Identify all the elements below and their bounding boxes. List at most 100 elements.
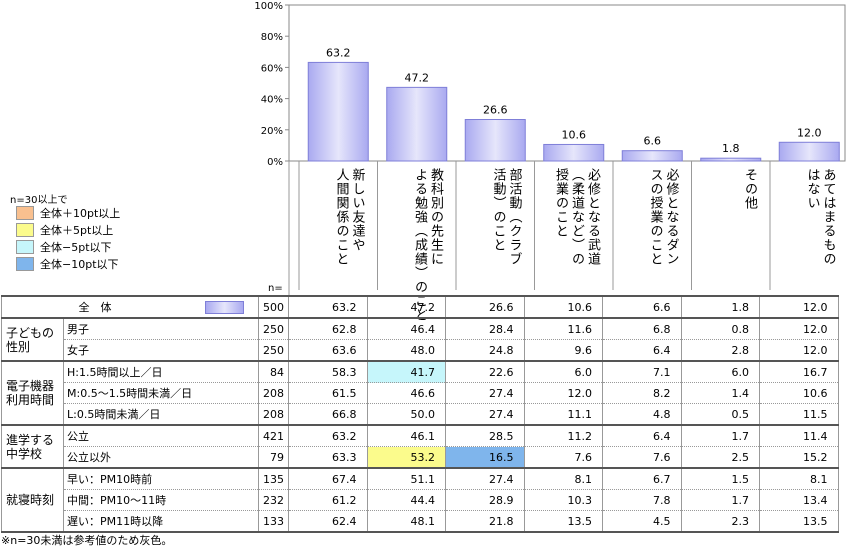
table-cell: 62.4 (288, 510, 368, 532)
legend-swatch (16, 240, 34, 254)
bar (464, 119, 526, 162)
table-cell: 13.5 (759, 510, 839, 532)
table-cell: 50.0 (366, 403, 446, 425)
category-label: はない (804, 168, 820, 210)
table-cell: 6.4 (602, 339, 682, 361)
table-cell: 62.8 (288, 318, 368, 340)
category-label: 人間関係のこと (333, 168, 349, 266)
table-cell: 8.2 (602, 382, 682, 404)
table-cell: 63.3 (288, 446, 368, 468)
data-label: 10.6 (562, 128, 587, 141)
table-row: M:0.5〜1.5時間未満／日 208 61.5 46.6 27.4 12.0 8.2 1.4… (1, 382, 839, 404)
row-label: 早い：PM10時前 (63, 468, 259, 490)
data-label: 1.8 (722, 142, 740, 155)
legend-label: 全体＋5pt以上 (40, 224, 114, 237)
mini-bar (205, 301, 244, 314)
row-label: M:0.5〜1.5時間未満／日 (63, 382, 259, 404)
table-cell: 28.9 (445, 489, 525, 511)
table-cell: 28.5 (445, 425, 525, 447)
table-row: 公立以外 79 63.3 53.2 16.5 7.6 7.6 2.5 15.2 (1, 446, 839, 468)
table-cell: 44.4 (366, 489, 446, 511)
data-label: 47.2 (405, 71, 430, 84)
table-cell: 27.4 (445, 468, 525, 490)
table-cell: 15.2 (759, 446, 839, 468)
table-cell: 58.3 (288, 361, 368, 383)
category-label: 新しい友達や (349, 168, 365, 252)
category-label: 必修となるダン (663, 168, 679, 266)
table-cell: 10.3 (523, 489, 603, 511)
table-cell: 11.2 (523, 425, 603, 447)
table-cell: 63.6 (288, 339, 368, 361)
data-label: 12.0 (797, 126, 822, 139)
table-cell: 46.1 (366, 425, 446, 447)
legend-item: 全体−10pt以下 (16, 257, 119, 271)
sample-size: 421 (258, 425, 289, 447)
bar-chart: 100% 80% 60% 40% 20% 0% 63.2 47.2 26.6 10.6 6.6 1.8… (254, 1, 846, 295)
legend-swatch (16, 223, 34, 237)
sample-size: 208 (258, 403, 289, 425)
table-cell: 12.0 (759, 339, 839, 361)
category-label: 授業のこと (553, 168, 568, 238)
group-label: 子どもの性別 (1, 318, 64, 362)
table-cell: 26.6 (445, 296, 525, 318)
data-label: 6.6 (644, 135, 662, 148)
footnote: ※n=30未満は参考値のため灰色。 (1, 534, 173, 547)
legend-label: 全体−10pt以下 (40, 258, 119, 271)
group-label: 電子機器利用時間 (1, 361, 64, 426)
table-cell: 28.4 (445, 318, 525, 340)
sample-size: 79 (258, 446, 289, 468)
table-cell: 4.8 (602, 403, 682, 425)
table-cell: 11.4 (759, 425, 839, 447)
bar (700, 157, 762, 162)
y-tick-label: 0% (267, 157, 283, 168)
n-header: n= (268, 283, 283, 294)
sample-size: 84 (258, 361, 289, 383)
table-cell: 46.4 (366, 318, 446, 340)
table-cell: 41.7 (366, 361, 446, 383)
table-cell: 7.6 (523, 446, 603, 468)
sample-size: 232 (258, 489, 289, 511)
crosstab-table: 全 体 500 63.2 47.2 26.6 10.6 6.6 1.8 12.0 子どもの性別 男子… (1, 295, 839, 533)
table-cell: 2.8 (680, 339, 760, 361)
sample-size: 208 (258, 382, 289, 404)
table-cell: 46.6 (366, 382, 446, 404)
group-label: 進学する中学校 (1, 425, 64, 469)
table-cell: 6.0 (523, 361, 603, 383)
table-cell: 0.8 (680, 318, 760, 340)
table-cell: 13.4 (759, 489, 839, 511)
bar (778, 141, 840, 162)
table-cell: 66.8 (288, 403, 368, 425)
group-label: 就寝時刻 (1, 468, 64, 533)
legend-swatch (16, 257, 34, 271)
table-row: 子どもの性別 男子 250 62.8 46.4 28.4 11.6 6.8 0.8 12.0 (1, 318, 839, 362)
row-label: 女子 (63, 339, 259, 361)
legend: n=30以上で 全体＋10pt以上 全体＋5pt以上 全体−5pt以下 全体−10pt… (6, 188, 156, 280)
table-cell: 8.1 (759, 468, 839, 490)
table-cell: 1.5 (680, 468, 760, 490)
table-cell: 6.0 (680, 361, 760, 383)
table-row: 進学する中学校 公立 421 63.2 46.1 28.5 11.2 6.4 1.7 11.4 (1, 425, 839, 469)
table-cell: 16.7 (759, 361, 839, 383)
legend-label: 全体＋10pt以上 (40, 207, 121, 220)
table-cell: 24.8 (445, 339, 525, 361)
table-cell: 1.4 (680, 382, 760, 404)
table-cell: 10.6 (523, 296, 603, 318)
total-row-label: 全 体 (1, 296, 259, 318)
table-cell: 11.5 (759, 403, 839, 425)
category-label: 部活動（クラブ (506, 168, 522, 266)
table-row: 全 体 500 63.2 47.2 26.6 10.6 6.6 1.8 12.0 (1, 296, 839, 318)
table-cell: 7.6 (602, 446, 682, 468)
legend-item: 全体＋5pt以上 (16, 223, 113, 237)
data-label: 63.2 (326, 46, 351, 59)
table-cell: 1.7 (680, 425, 760, 447)
table-cell: 12.0 (523, 382, 603, 404)
bar (621, 150, 683, 162)
category-label: その他 (742, 168, 757, 210)
table-row: 就寝時刻 早い：PM10時前 135 67.4 51.1 27.4 8.1 6.7 1.5 8.1 (1, 468, 839, 533)
bar (307, 61, 369, 162)
table-cell: 22.6 (445, 361, 525, 383)
table-cell: 6.6 (602, 296, 682, 318)
category-label: よる勉強（成績）のこと (412, 168, 427, 322)
row-label: 公立以外 (63, 446, 259, 468)
table-cell: 63.2 (288, 296, 368, 318)
